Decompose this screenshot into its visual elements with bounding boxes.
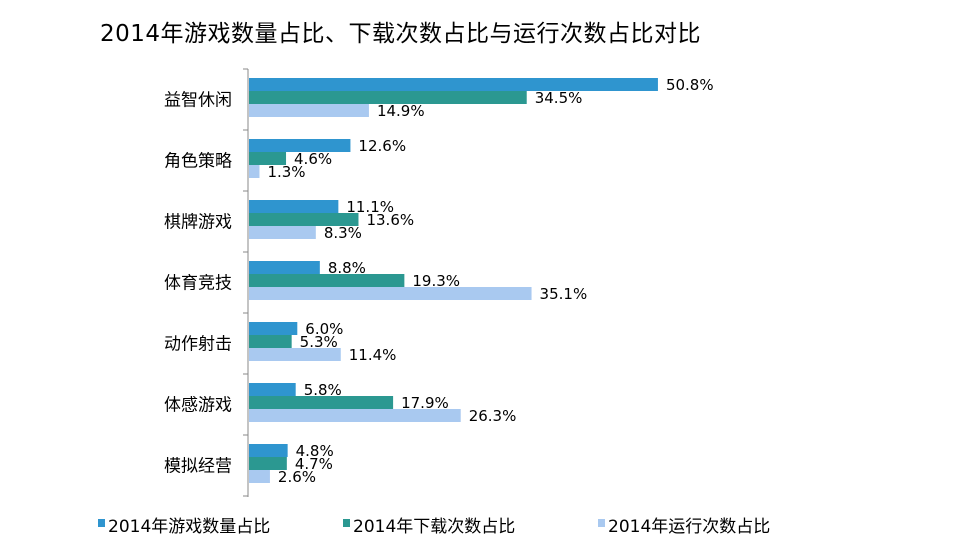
data-label: 2.6% xyxy=(278,468,316,486)
legend-swatch xyxy=(598,519,605,527)
data-label: 19.3% xyxy=(412,272,460,290)
bar xyxy=(249,409,461,422)
data-label: 6.0% xyxy=(305,320,343,338)
bar xyxy=(249,274,405,287)
data-label: 4.6% xyxy=(294,150,332,168)
category-label: 益智休闲 xyxy=(164,91,232,111)
bar xyxy=(249,335,292,348)
category-label: 棋牌游戏 xyxy=(164,213,232,233)
bar xyxy=(249,213,359,226)
category-label: 模拟经营 xyxy=(164,457,232,477)
bar xyxy=(249,261,320,274)
bar xyxy=(249,152,287,165)
bar xyxy=(249,104,369,117)
data-labels-group: 50.8%34.5%14.9%12.6%4.6%1.3%11.1%13.6%8.… xyxy=(267,76,713,486)
chart-title: 2014年游戏数量占比、下载次数占比与运行次数占比对比 xyxy=(100,21,702,47)
bar xyxy=(249,348,341,361)
category-label: 体育竞技 xyxy=(164,274,232,294)
bar xyxy=(249,200,339,213)
data-label: 14.9% xyxy=(377,102,425,120)
bar xyxy=(249,91,527,104)
data-label: 1.3% xyxy=(267,163,305,181)
bar xyxy=(249,444,288,457)
legend-swatch xyxy=(98,519,105,527)
legend-label: 2014年运行次数占比 xyxy=(608,517,770,537)
bar xyxy=(249,139,351,152)
legend-label: 2014年游戏数量占比 xyxy=(108,517,270,537)
category-label: 角色策略 xyxy=(164,152,232,172)
legend-swatch xyxy=(343,519,350,527)
category-label: 体感游戏 xyxy=(164,396,232,416)
legend: 2014年游戏数量占比 2014年下载次数占比 2014年运行次数占比 xyxy=(98,517,770,537)
data-label: 11.4% xyxy=(349,346,397,364)
y-axis-ticks xyxy=(243,68,248,497)
data-label: 4.8% xyxy=(296,442,334,460)
data-label: 5.3% xyxy=(300,333,338,351)
bar xyxy=(249,470,270,483)
data-label: 4.7% xyxy=(295,455,333,473)
bar xyxy=(249,457,287,470)
bar xyxy=(249,226,316,239)
data-label: 34.5% xyxy=(535,89,583,107)
bar xyxy=(249,165,260,178)
data-label: 12.6% xyxy=(358,137,406,155)
bar xyxy=(249,396,394,409)
data-label: 5.8% xyxy=(304,381,342,399)
data-label: 26.3% xyxy=(469,407,517,425)
data-label: 35.1% xyxy=(540,285,588,303)
data-label: 50.8% xyxy=(666,76,714,94)
data-label: 8.8% xyxy=(328,259,366,277)
category-label: 动作射击 xyxy=(164,335,232,355)
bars-group xyxy=(249,78,658,483)
data-label: 13.6% xyxy=(366,211,414,229)
data-label: 17.9% xyxy=(401,394,449,412)
data-label: 11.1% xyxy=(346,198,394,216)
data-label: 8.3% xyxy=(324,224,362,242)
bar xyxy=(249,322,298,335)
bar xyxy=(249,78,658,91)
legend-label: 2014年下载次数占比 xyxy=(353,517,515,537)
bar xyxy=(249,383,296,396)
bar xyxy=(249,287,532,300)
